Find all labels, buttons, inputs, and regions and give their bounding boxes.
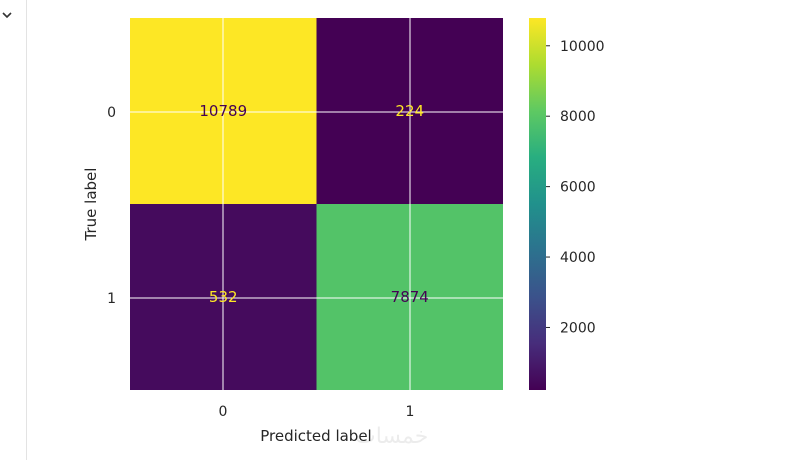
- colorbar-tick-label-2000: 2000: [560, 320, 596, 336]
- colorbar: [529, 18, 546, 390]
- heatmap-cells: [130, 18, 503, 390]
- y-tick-label-0: 0: [107, 105, 116, 121]
- colorbar-tick-label-6000: 6000: [560, 180, 596, 196]
- colorbar-tick-4000: 4000: [546, 250, 596, 266]
- cell-value-label-0-0: 10789: [199, 102, 247, 120]
- colorbar-tick-8000: 8000: [546, 109, 596, 125]
- colorbar-tick-label-8000: 8000: [560, 109, 596, 125]
- cell-value-label-0-1: 224: [395, 102, 424, 120]
- watermark-logo: خمسات: [355, 424, 429, 449]
- cell-value-label-1-1: 7874: [391, 288, 429, 306]
- x-tick-label-1: 1: [406, 404, 415, 420]
- colorbar-tick-6000: 6000: [546, 180, 596, 196]
- chevron-down-icon[interactable]: [0, 8, 14, 22]
- cell-gutter-divider: [26, 0, 27, 460]
- cell-value-label-1-0: 532: [209, 288, 238, 306]
- x-tick-label-0: 0: [219, 404, 228, 420]
- colorbar-tick-2000: 2000: [546, 320, 596, 336]
- y-tick-label-1: 1: [107, 291, 116, 307]
- colorbar-tick-label-10000: 10000: [560, 39, 605, 55]
- x-axis-label: Predicted label: [260, 427, 371, 445]
- y-axis-label: True label: [82, 168, 100, 242]
- gridlines: [130, 18, 503, 390]
- colorbar-tick-10000: 10000: [546, 39, 605, 55]
- colorbar-tick-label-4000: 4000: [560, 250, 596, 266]
